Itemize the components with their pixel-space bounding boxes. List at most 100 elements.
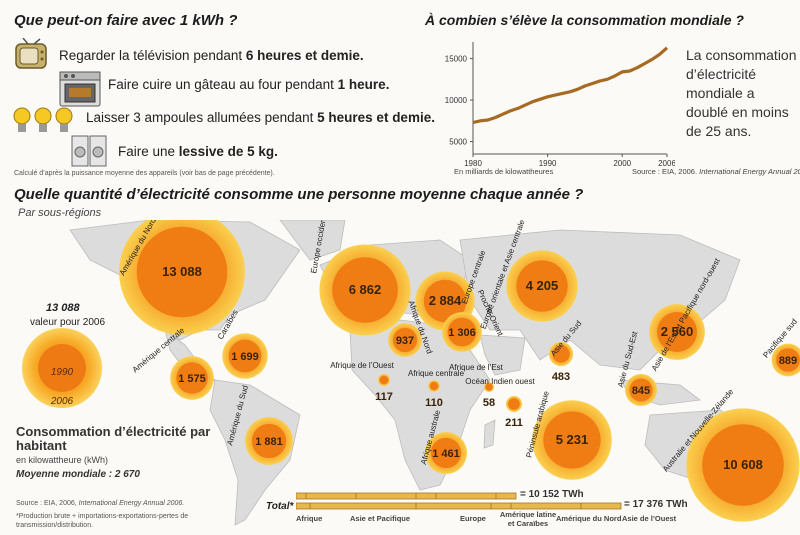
region-bubble-inner — [228, 339, 262, 373]
region-value: 10 608 — [723, 457, 763, 472]
oven-icon — [59, 71, 101, 107]
region-value: 117 — [375, 391, 393, 403]
region-value: 2 560 — [661, 324, 694, 339]
legend-unit: en kilowattheure (kWh) — [16, 455, 109, 465]
region-bubble — [170, 356, 214, 400]
region-bubble — [625, 374, 657, 406]
chart-series-line — [472, 46, 669, 125]
region-bubble-inner — [516, 260, 568, 312]
legend-year-outer: 2006 — [50, 396, 74, 407]
kwh-title: Que peut-on faire avec 1 kWh ? — [14, 12, 238, 29]
total-segment-latam: Amérique latine et Caraïbes — [499, 510, 557, 528]
region-bubble — [442, 312, 482, 352]
legend-year-inner: 1990 — [51, 367, 74, 378]
region-bubble-inner — [702, 424, 784, 506]
region-value: 5 231 — [556, 432, 589, 447]
region-bubble-inner — [176, 362, 208, 394]
region-value: 1 699 — [231, 351, 259, 363]
chart-x-tick-label: 2000 — [613, 159, 631, 168]
total-label: Total* — [266, 501, 294, 512]
total-segment-asia: Asie et Pacifique — [350, 514, 411, 523]
region-bubble — [649, 304, 705, 360]
total-segment-africa: Afrique — [296, 514, 323, 523]
region-bubble-inner — [508, 398, 520, 410]
region-bubble — [428, 380, 440, 392]
kwh-item-tv: Regarder la télévision pendant 6 heures … — [59, 48, 364, 63]
region-name: Afrique de l’Est — [449, 363, 504, 372]
region-value: 1 575 — [178, 373, 206, 385]
region-value: 110 — [425, 397, 443, 409]
tv-icon — [15, 38, 47, 69]
region-bubble — [532, 400, 612, 480]
region-bubble-inner — [656, 311, 698, 353]
region-bubble-inner — [543, 411, 601, 469]
region-bubble — [686, 408, 800, 522]
region-bubble-inner — [429, 381, 439, 391]
region-value: 1 881 — [255, 436, 283, 448]
region-bubble-inner — [251, 423, 287, 459]
region-name: Afrique de l’Ouest — [330, 361, 394, 370]
chart-y-tick-label: 10000 — [445, 96, 468, 105]
chart-x-tick-label: 1980 — [464, 159, 482, 168]
chart-y-tick-label: 15000 — [445, 55, 468, 64]
region-bubble — [506, 396, 522, 412]
person-subtitle: Par sous-régions — [18, 207, 102, 219]
region-name: Océan Indien ouest — [465, 377, 535, 386]
region-bubble — [484, 382, 494, 392]
region-value: 6 862 — [349, 282, 382, 297]
region-bubble — [119, 220, 245, 335]
chart-unit: En milliards de kilowattheures — [454, 167, 554, 176]
legend-title: Consommation d’électricité par habitant — [16, 424, 211, 453]
region-bubble-inner — [332, 257, 398, 323]
kwh-item-washing: Faire une lessive de 5 kg. — [118, 144, 278, 159]
legend-source: Source : EIA, 2006, International Energy… — [16, 500, 185, 507]
region-bubble-inner — [423, 279, 467, 323]
total-segment-westasia: Asie de l’Ouest — [622, 514, 677, 523]
total-bar-2006 — [296, 502, 622, 510]
region-value: 13 088 — [162, 264, 202, 279]
madagascar-shape — [483, 419, 496, 449]
region-value: 483 — [552, 371, 570, 383]
legend-average: Moyenne mondiale : 2 670 — [16, 469, 140, 480]
region-bubble — [319, 244, 411, 336]
region-bubble — [378, 374, 390, 386]
region-value: 1 306 — [448, 327, 476, 339]
region-bubble-inner — [136, 226, 228, 318]
world-text: La consommation d’électricité mondiale a… — [686, 47, 797, 139]
chart-y-tick-label: 5000 — [449, 138, 467, 147]
region-value: 4 205 — [526, 278, 559, 293]
chart-source: Source : EIA, 2006. International Energy… — [632, 167, 800, 176]
region-bubble-inner — [629, 378, 653, 402]
kwh-note: Calculé d’après la puissance moyenne des… — [14, 170, 275, 177]
total-segment-europe: Europe — [460, 514, 486, 523]
region-value: 845 — [632, 385, 650, 397]
washing-machine-icon — [71, 135, 107, 167]
region-value: 2 884 — [429, 293, 462, 308]
region-bubble-inner — [392, 327, 418, 353]
region-value: 889 — [779, 355, 797, 367]
lightbulb-icon — [13, 107, 73, 132]
region-value: 211 — [505, 417, 523, 429]
arabia-shape — [479, 334, 526, 376]
legend-value: 13 088 — [46, 302, 80, 314]
region-bubble — [548, 341, 574, 367]
legend-footnote: *Production brute + importations-exporta… — [16, 513, 189, 529]
region-bubble — [388, 323, 422, 357]
region-bubble-inner — [447, 317, 477, 347]
kwh-item-oven: Faire cuire un gâteau au four pendant 1 … — [108, 77, 390, 92]
world-consumption-chart: 5000 10000 15000 1980 1990 2000 2006 — [445, 42, 675, 168]
chart-x-tick-label: 1990 — [539, 159, 557, 168]
region-value: 58 — [483, 397, 495, 409]
region-bubble-inner — [776, 348, 800, 372]
region-value: 1 461 — [432, 448, 460, 460]
region-bubble-inner — [485, 383, 493, 391]
chart-x-tick-label: 2006 — [658, 159, 675, 168]
region-value: 937 — [396, 335, 414, 347]
region-bubble — [222, 333, 268, 379]
total-1990-value: = 10 152 TWh — [520, 489, 584, 500]
person-title: Quelle quantité d’électricité consomme u… — [14, 186, 584, 203]
legend-value-label: valeur pour 2006 — [30, 317, 106, 328]
total-bars — [296, 492, 622, 510]
legend-bubble: 1990 2006 — [22, 328, 102, 408]
